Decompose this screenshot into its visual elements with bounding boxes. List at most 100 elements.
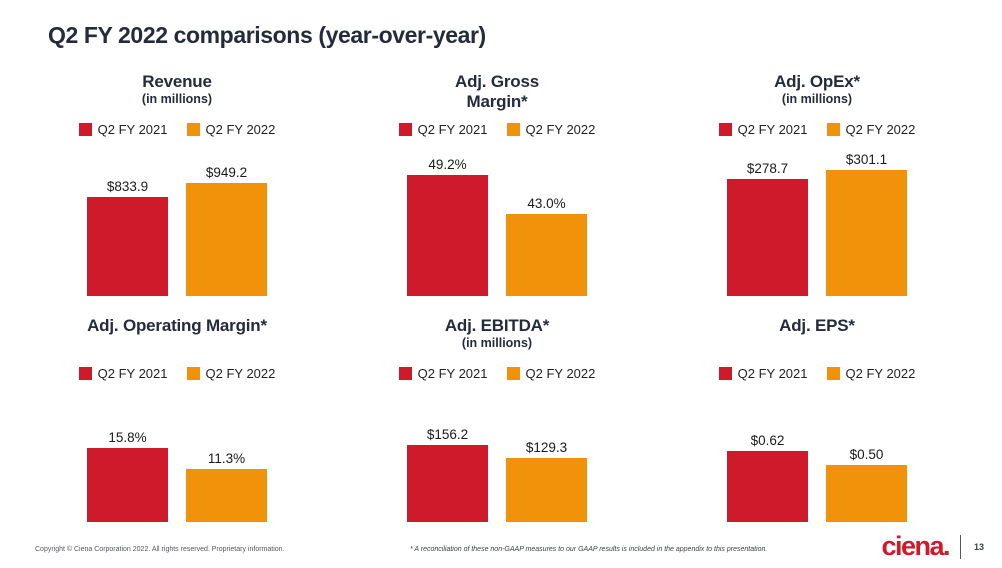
chart-title: Adj. EPS* <box>779 316 855 336</box>
bar <box>727 451 808 522</box>
legend-label: Q2 FY 2021 <box>417 122 488 137</box>
bar <box>186 183 267 296</box>
chart-title-line: Adj. Gross <box>455 72 539 91</box>
bar-group: 49.2% <box>407 157 488 296</box>
legend-item: Q2 FY 2021 <box>78 366 168 381</box>
chart-title-line: Revenue <box>142 72 212 91</box>
footer-brand: ciena. 13 <box>881 533 986 560</box>
legend-label: Q2 FY 2022 <box>845 122 916 137</box>
legend-label: Q2 FY 2022 <box>205 366 276 381</box>
bar-chart: Adj. EBITDA* (in millions) Q2 FY 2021 Q2… <box>337 310 657 522</box>
chart-plot: $278.7 $301.1 <box>727 146 907 296</box>
bar-value-label: $301.1 <box>845 151 888 167</box>
legend-swatch-icon <box>78 123 92 136</box>
chart-plot: 49.2% 43.0% <box>407 146 587 296</box>
chart-legend: Q2 FY 2021 Q2 FY 2022 <box>718 366 916 381</box>
legend-label: Q2 FY 2021 <box>97 366 168 381</box>
bar-value-label: $949.2 <box>205 165 248 180</box>
chart-title: Adj. EBITDA* <box>444 316 550 336</box>
legend-swatch-icon <box>398 123 412 136</box>
legend-label: Q2 FY 2021 <box>417 366 488 381</box>
chart-header: Adj. EBITDA* (in millions) <box>444 310 550 363</box>
legend-item: Q2 FY 2021 <box>718 366 808 381</box>
chart-legend: Q2 FY 2021 Q2 FY 2022 <box>398 122 596 137</box>
ciena-logo: ciena. <box>881 531 950 561</box>
chart-title-line: Adj. EBITDA* <box>444 316 550 335</box>
legend-item: Q2 FY 2021 <box>718 122 808 137</box>
bar-chart: Adj. EPS* Q2 FY 2021 Q2 FY 2022 $0.62 $0… <box>657 310 977 522</box>
chart-title: Adj. OpEx* <box>774 72 860 92</box>
bar-chart: Revenue (in millions) Q2 FY 2021 Q2 FY 2… <box>17 66 337 296</box>
chart-subtitle: (in millions) <box>461 336 533 351</box>
chart-legend: Q2 FY 2021 Q2 FY 2022 <box>718 122 916 137</box>
bar <box>407 444 488 522</box>
footer-footnote: * A reconciliation of these non-GAAP mea… <box>410 546 768 553</box>
legend-swatch-icon <box>506 123 520 136</box>
bar-chart: Adj. Gross Margin* Q2 FY 2021 Q2 FY 2022 … <box>337 66 657 296</box>
legend-swatch-icon <box>398 367 412 380</box>
legend-swatch-icon <box>506 367 520 380</box>
divider <box>960 534 961 559</box>
bar-group: $301.1 <box>826 152 907 296</box>
bar-value-label: 49.2% <box>428 157 467 172</box>
charts-grid: Revenue (in millions) Q2 FY 2021 Q2 FY 2… <box>17 66 985 522</box>
chart-title-line: Adj. EPS* <box>779 316 855 335</box>
legend-item: Q2 FY 2022 <box>506 122 596 137</box>
bar-group: $278.7 <box>727 161 808 296</box>
legend-label: Q2 FY 2021 <box>737 366 808 381</box>
legend-label: Q2 FY 2022 <box>845 366 916 381</box>
chart-title: Adj. Operating Margin* <box>87 316 267 336</box>
bar <box>826 465 907 522</box>
bar-value-label: $0.50 <box>849 447 884 463</box>
legend-swatch-icon <box>826 367 840 380</box>
legend-item: Q2 FY 2022 <box>186 366 276 381</box>
bar-group: 43.0% <box>506 196 587 296</box>
bar <box>87 447 168 522</box>
legend-label: Q2 FY 2021 <box>737 122 808 137</box>
page-title: Q2 FY 2022 comparisons (year-over-year) <box>48 22 486 48</box>
bar-value-label: $156.2 <box>426 426 469 442</box>
chart-title-line: Margin* <box>466 92 528 112</box>
chart-header: Adj. Operating Margin* <box>87 310 267 363</box>
bar <box>407 175 488 296</box>
chart-plot: $833.9 $949.2 <box>87 146 267 296</box>
legend-item: Q2 FY 2021 <box>398 122 488 137</box>
bar-group: $129.3 <box>506 440 587 522</box>
bar-value-label: $278.7 <box>746 161 789 177</box>
bar <box>186 469 267 522</box>
chart-header: Revenue (in millions) <box>142 66 212 119</box>
chart-title: Revenue <box>142 72 212 92</box>
bar-group: $0.50 <box>826 447 907 522</box>
bar <box>506 214 587 296</box>
bar-chart: Adj. Operating Margin* Q2 FY 2021 Q2 FY … <box>17 310 337 522</box>
bar-group: 11.3% <box>186 451 267 522</box>
chart-legend: Q2 FY 2021 Q2 FY 2022 <box>78 122 276 137</box>
bar-value-label: $129.3 <box>525 440 568 456</box>
bar <box>826 169 907 296</box>
chart-plot: $156.2 $129.3 <box>407 390 587 522</box>
bar-value-label: 15.8% <box>108 429 147 445</box>
legend-swatch-icon <box>186 123 200 136</box>
legend-label: Q2 FY 2022 <box>525 366 596 381</box>
bar-group: $0.62 <box>727 433 808 522</box>
bar-value-label: $0.62 <box>750 433 785 449</box>
chart-plot: $0.62 $0.50 <box>727 390 907 522</box>
legend-label: Q2 FY 2022 <box>205 122 276 137</box>
legend-label: Q2 FY 2021 <box>97 122 168 137</box>
chart-legend: Q2 FY 2021 Q2 FY 2022 <box>398 366 596 381</box>
legend-swatch-icon <box>826 123 840 136</box>
bar-group: $949.2 <box>186 165 267 296</box>
legend-label: Q2 FY 2022 <box>525 122 596 137</box>
bar-group: $156.2 <box>407 427 488 522</box>
chart-title-line: Adj. Operating Margin* <box>87 316 267 335</box>
legend-swatch-icon <box>718 367 732 380</box>
chart-header: Adj. Gross Margin* <box>455 66 539 119</box>
chart-header: Adj. EPS* <box>779 310 855 363</box>
chart-title: Adj. Gross Margin* <box>455 72 539 112</box>
legend-item: Q2 FY 2022 <box>826 122 916 137</box>
chart-subtitle: (in millions) <box>781 92 853 107</box>
bar-chart: Adj. OpEx* (in millions) Q2 FY 2021 Q2 F… <box>657 66 977 296</box>
bar <box>87 196 168 296</box>
legend-item: Q2 FY 2022 <box>506 366 596 381</box>
legend-item: Q2 FY 2022 <box>186 122 276 137</box>
